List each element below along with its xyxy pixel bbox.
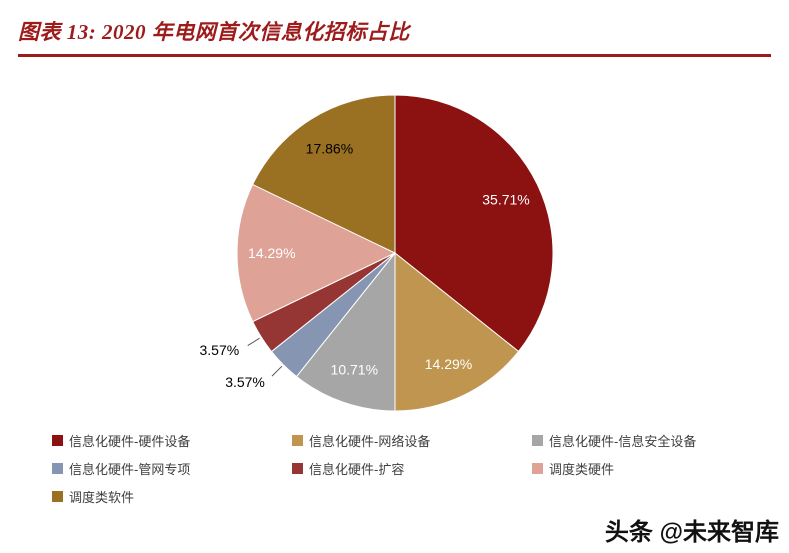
legend-swatch-icon bbox=[532, 434, 543, 446]
legend-label: 信息化硬件-扩容 bbox=[309, 461, 405, 477]
pie-slice-1 bbox=[394, 94, 554, 353]
legend-item-5: 信息化硬件-扩容 bbox=[292, 454, 532, 482]
slice-value-label: 17.86% bbox=[306, 141, 353, 157]
legend-label: 信息化硬件-网络设备 bbox=[309, 433, 431, 449]
legend-swatch-icon bbox=[292, 434, 303, 446]
legend-swatch-icon bbox=[52, 490, 63, 502]
label-leader-line bbox=[271, 365, 283, 377]
pie-slice-2 bbox=[394, 251, 520, 412]
pie-slice-6 bbox=[236, 183, 397, 323]
slice-value-label: 14.29% bbox=[248, 245, 295, 261]
legend-item-6: 调度类硬件 bbox=[532, 454, 772, 482]
slice-value-label: 3.57% bbox=[225, 374, 265, 390]
legend-item-4: 信息化硬件-管网专项 bbox=[52, 454, 292, 482]
legend-label: 信息化硬件-硬件设备 bbox=[69, 433, 191, 449]
legend-label: 信息化硬件-信息安全设备 bbox=[549, 433, 697, 449]
legend-item-7: 调度类软件 bbox=[52, 482, 292, 510]
legend-item-3: 信息化硬件-信息安全设备 bbox=[532, 426, 772, 454]
legend-item-1: 信息化硬件-硬件设备 bbox=[52, 426, 292, 454]
legend-label: 调度类硬件 bbox=[549, 461, 615, 477]
legend-label: 调度类软件 bbox=[69, 489, 135, 505]
legend-swatch-icon bbox=[292, 462, 303, 474]
label-leader-line bbox=[247, 337, 260, 347]
legend-label: 信息化硬件-管网专项 bbox=[69, 461, 191, 477]
chart-legend: 信息化硬件-硬件设备 信息化硬件-网络设备 信息化硬件-信息安全设备信息化硬件-管网… bbox=[52, 426, 776, 510]
pie-slice-3 bbox=[295, 251, 396, 412]
legend-item-2: 信息化硬件-网络设备 bbox=[292, 426, 532, 454]
slice-value-label: 3.57% bbox=[199, 342, 239, 358]
title-underline-rule bbox=[18, 54, 771, 57]
slice-value-label: 10.71% bbox=[331, 361, 378, 377]
legend-swatch-icon bbox=[532, 462, 543, 474]
pie-slice-7 bbox=[251, 94, 396, 254]
figure-title: 图表 13: 2020 年电网首次信息化招标占比 bbox=[18, 20, 410, 44]
slice-value-label: 35.71% bbox=[482, 192, 529, 208]
watermark-text: 头条 @未来智库 bbox=[604, 519, 779, 546]
legend-swatch-icon bbox=[52, 434, 63, 446]
legend-swatch-icon bbox=[52, 462, 63, 474]
slice-value-label: 14.29% bbox=[425, 356, 472, 372]
